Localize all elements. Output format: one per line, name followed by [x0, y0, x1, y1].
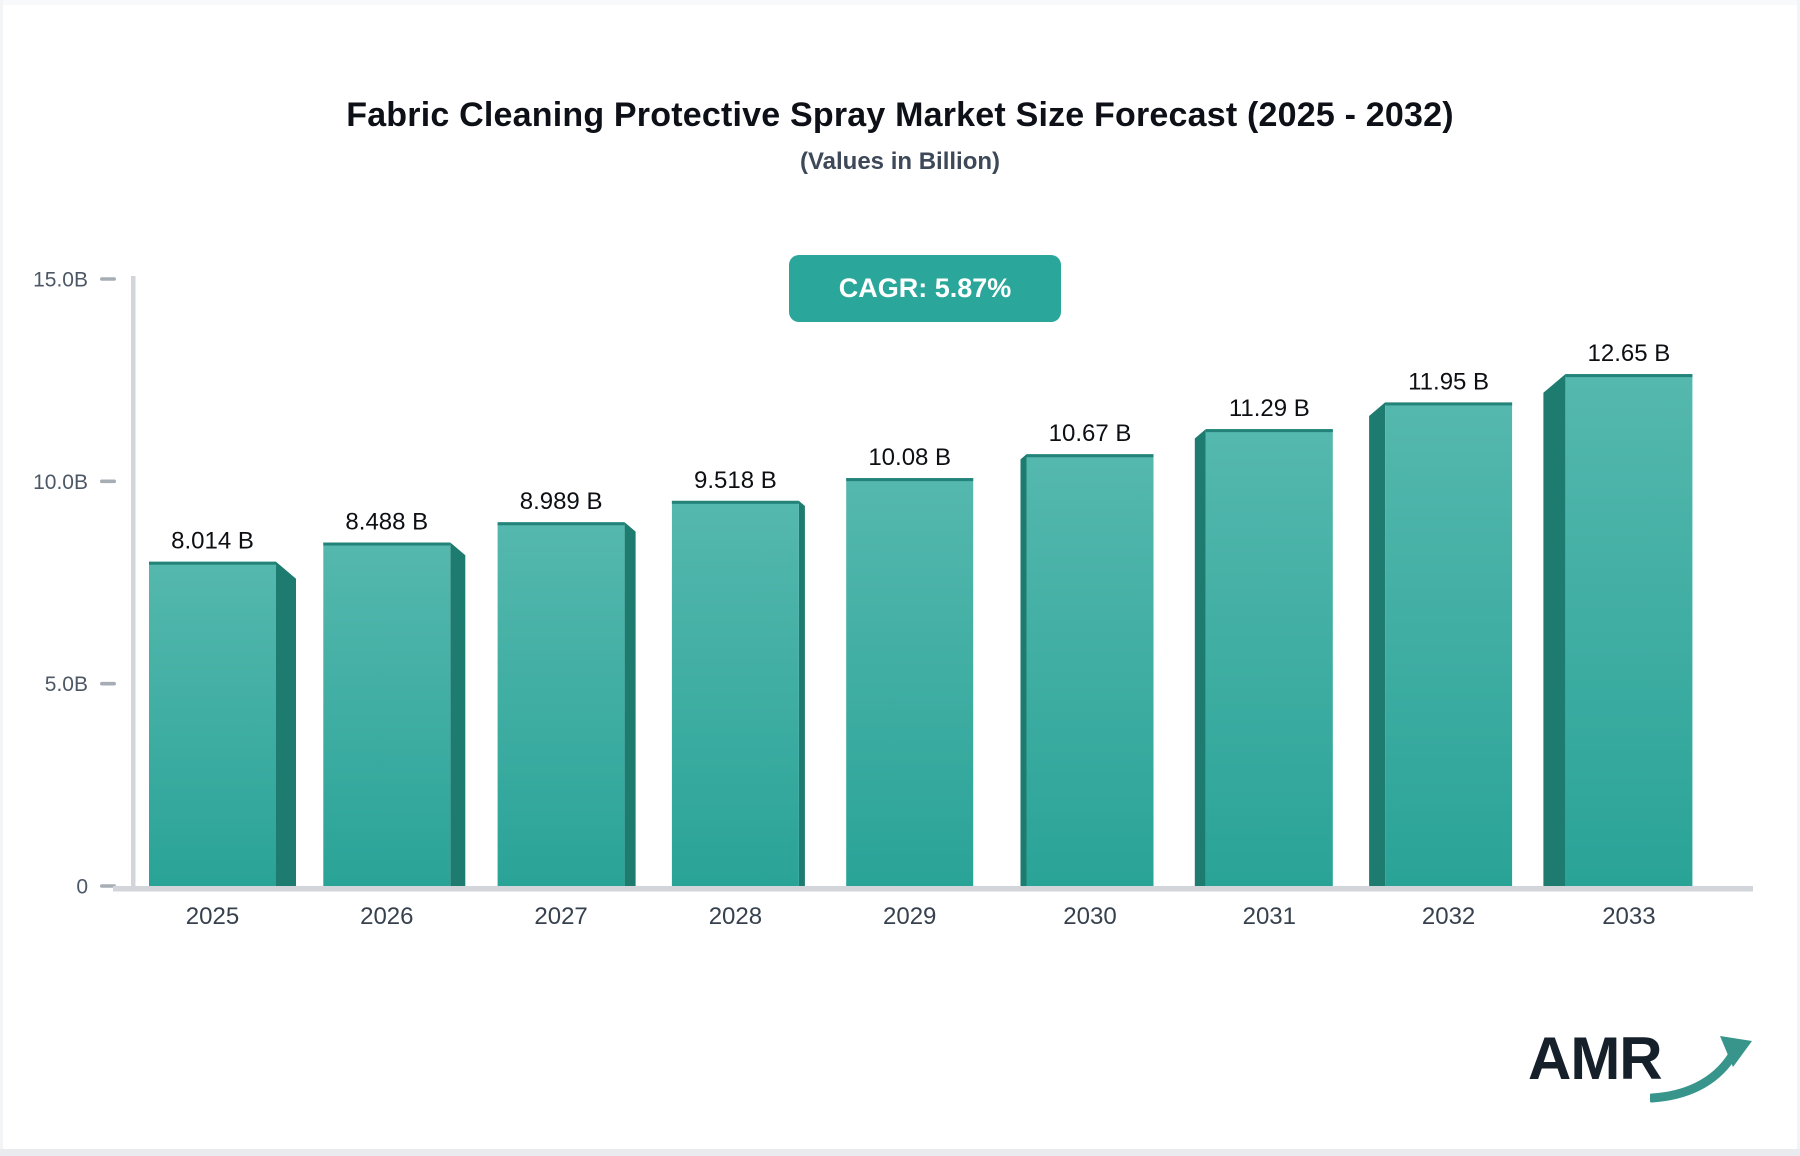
y-axis-tick-label: 15.0B [33, 269, 88, 292]
bar-top-edge [1565, 374, 1693, 378]
chart-subtitle: (Values in Billion) [799, 148, 1001, 175]
x-axis-category-label: 2025 [186, 903, 239, 930]
bar [1385, 402, 1513, 886]
x-axis-category-label: 2033 [1602, 903, 1655, 930]
chart-title: Fabric Cleaning Protective Spray Market … [346, 96, 1454, 134]
card-border-bottom [0, 1149, 1800, 1156]
bar [1565, 374, 1693, 886]
x-axis-category-label: 2028 [709, 903, 762, 930]
bar [1026, 454, 1154, 886]
x-axis-category-label: 2032 [1422, 903, 1475, 930]
bar-side-face [624, 522, 636, 886]
bar-side-face [1543, 374, 1566, 886]
y-axis-tick [100, 479, 116, 484]
bar-top-edge [1026, 454, 1154, 458]
x-axis-category-label: 2031 [1243, 903, 1296, 930]
y-axis-tick-label: 10.0B [33, 471, 88, 494]
bar-top-edge [1205, 429, 1333, 433]
bar-top-edge [323, 542, 451, 546]
bar-side-face [1020, 454, 1027, 886]
trend-up-arrow-icon [1650, 1036, 1752, 1103]
bar-top-edge [671, 500, 799, 504]
x-axis-category-label: 2026 [360, 903, 413, 930]
bar-value-label: 12.65 B [1588, 340, 1671, 367]
card-border-top [0, 0, 1800, 5]
bar-value-label: 11.95 B [1408, 368, 1489, 395]
bar [497, 522, 625, 886]
bar [846, 478, 974, 886]
bar-side-face [1369, 402, 1386, 886]
cagr-badge-label: CAGR: 5.87% [838, 273, 1012, 303]
bar-top-edge [149, 561, 276, 565]
bar-value-label: 8.989 B [520, 488, 603, 515]
bar-value-label: 8.488 B [345, 509, 428, 536]
card-border-left [0, 0, 3, 1156]
bar [323, 542, 451, 886]
bar-value-label: 11.29 B [1229, 395, 1310, 422]
x-axis-category-label: 2027 [534, 903, 587, 930]
y-axis-line [131, 276, 136, 889]
y-axis-tick-label: 0 [76, 876, 88, 899]
y-axis-tick-label: 5.0B [45, 673, 88, 696]
bar [1205, 429, 1333, 886]
y-axis-tick [100, 681, 116, 686]
bar-value-label: 10.67 B [1049, 420, 1132, 447]
bar-side-face [798, 500, 805, 886]
bar-value-label: 10.08 B [868, 444, 951, 471]
bar-top-edge [1385, 402, 1513, 406]
bar [149, 561, 276, 886]
x-axis-line [113, 886, 1753, 892]
y-axis-tick [100, 277, 116, 281]
cagr-badge: CAGR: 5.87% [789, 255, 1061, 322]
bar [671, 500, 799, 886]
x-axis-category-label: 2030 [1063, 903, 1116, 930]
bar-side-face [450, 542, 466, 886]
bar-value-label: 9.518 B [694, 467, 777, 494]
y-axis-tick [100, 884, 116, 888]
x-axis-category-label: 2029 [883, 903, 936, 930]
card-border-right [1797, 0, 1800, 1156]
bar-value-label: 8.014 B [171, 528, 254, 555]
amr-logo: AMR [1528, 1025, 1752, 1118]
amr-logo-text: AMR [1528, 1025, 1663, 1092]
bar-top-edge [846, 478, 974, 482]
bar-side-face [1194, 429, 1206, 886]
bar-top-edge [497, 522, 625, 526]
bar-side-face [276, 561, 296, 886]
